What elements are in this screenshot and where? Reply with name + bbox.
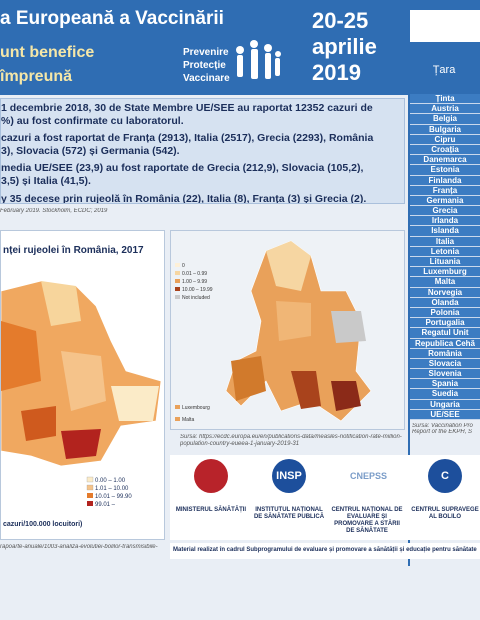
country-cell: Spania — [410, 379, 480, 390]
page: a Europeană a Vaccinării unt benefice îm… — [0, 0, 480, 566]
slogan: împreună — [0, 68, 73, 85]
motto-line: Vaccinare — [183, 73, 230, 84]
logo: MINISTERUL SĂNĂTĂȚII — [174, 459, 248, 514]
country-cell: UE/SEE — [410, 409, 480, 420]
logo: CNEPSS CENTRUL NAȚIONAL DE EVALUARE ȘI PR… — [330, 459, 404, 535]
country-cell: Irlanda — [410, 216, 480, 227]
country-cell: Croația — [410, 144, 480, 156]
country-cell: Finlanda — [410, 175, 480, 186]
country-cell: Ungaria — [410, 399, 480, 410]
romania-map: 0.00 – 1.00 1.01 – 10.00 10.01 – 99.90 9… — [1, 280, 162, 508]
legend-label: 0.01 – 0.99 — [182, 271, 207, 277]
inset-label: Malta — [182, 417, 194, 423]
motto: Prevenire Protecție Vaccinare — [183, 46, 230, 85]
country-cell: Malta — [410, 277, 480, 288]
country-cell: Islanda — [410, 226, 480, 237]
logo: C CENTRUL SUPRAVEGE AL BOLILO — [408, 459, 480, 521]
logos-row: MINISTERUL SĂNĂTĂȚII INSP INSTITUTUL NAȚIO… — [170, 455, 480, 540]
logo-label: CENTRUL SUPRAVEGE AL BOLILO — [411, 507, 479, 520]
europe-source: Sursa: https://ecdc.europa.eu/en/publica… — [180, 434, 402, 447]
date-line: 2019 — [312, 60, 361, 85]
fact-line: 3,5) și Italia (41,5). — [1, 174, 91, 187]
legend-label: 0.00 – 1.00 — [95, 478, 126, 484]
country-cell: Estonia — [410, 165, 480, 176]
europe-panel: 0 0.01 – 0.99 1.00 – 9.99 10.00 – 19.99 … — [170, 230, 405, 430]
legend-label: 99.01 – — [95, 502, 116, 508]
motto-line: Protecție — [183, 60, 226, 71]
source-line: Report of the EKPH, S — [412, 429, 473, 435]
country-cell: Cipru — [410, 134, 480, 145]
logo-mark: C — [428, 459, 462, 493]
map-unit: cazuri/100.000 locuitori) — [3, 521, 83, 528]
slogan: unt benefice — [0, 44, 95, 61]
legend-label: 10.01 – 99.90 — [95, 494, 132, 500]
country-cell: Austria — [410, 104, 480, 115]
country-cell: Letonia — [410, 246, 480, 257]
logo-label: INSTITUTUL NAȚIONAL DE SĂNĂTATE PUBLICĂ — [253, 507, 325, 520]
legend-label: 1.01 – 10.00 — [95, 486, 129, 492]
fact-line: 1 decembrie 2018, 30 de State Membre UE/… — [1, 102, 373, 114]
header-band — [0, 0, 408, 95]
legend-label: Not included — [182, 295, 210, 301]
country-cell: Republica Cehă — [410, 338, 480, 349]
legend-label: 10.00 – 19.99 — [182, 287, 213, 293]
country-cell: Norvegia — [410, 287, 480, 298]
country-cell: Suedia — [410, 389, 480, 400]
country-cell: Grecia — [410, 206, 480, 217]
country-cell: Ținta — [410, 94, 480, 105]
europe-map: 0 0.01 – 0.99 1.00 – 9.99 10.00 – 19.99 … — [175, 240, 372, 423]
logo-mark: INSP — [272, 459, 306, 493]
date-line: aprilie — [312, 34, 377, 59]
logo-label: MINISTERUL SĂNĂTĂȚII — [175, 507, 247, 513]
table-rows: Ținta Austria Belgia Bulgaria Cipru Croația Da… — [410, 94, 480, 420]
country-cell: Lituania — [410, 257, 480, 268]
logo-mark — [194, 459, 228, 493]
romania-panel: nței rujeolei în România, 2017 0.00 – 1.… — [0, 230, 165, 540]
legend-label: 1.00 – 9.99 — [182, 279, 207, 285]
country-cell: Italia — [410, 236, 480, 247]
fact-line: media UE/SEE (23,9) au fost raportate de… — [1, 162, 364, 175]
inset-label: Luxembourg — [182, 405, 210, 411]
footer: Material realizat în cadrul Subprogramul… — [170, 543, 480, 559]
fact-line: %) au fost confirmate cu laboratorul. — [1, 114, 184, 127]
map-title: nței rujeolei în România, 2017 — [3, 245, 144, 256]
fact-line: y 35 decese prin rujeolă în România (22)… — [1, 192, 367, 204]
country-cell: Portugalia — [410, 318, 480, 329]
fact-line: 3), Slovacia (572) și Germania (542). — [1, 144, 180, 157]
country-cell: România — [410, 348, 480, 359]
country-cell: Slovacia — [410, 358, 480, 370]
date-line: 20-25 — [312, 8, 369, 33]
logo-mark: CNEPSS — [350, 459, 387, 493]
country-cell: Franța — [410, 185, 480, 196]
country-cell: Danemarca — [410, 155, 480, 166]
country-cell: Olanda — [410, 297, 480, 308]
country-cell: Regatul Unit — [410, 328, 480, 339]
source-line: Sursa: Vaccination Pro — [412, 423, 473, 429]
country-cell: Bulgaria — [410, 124, 480, 135]
facts-box: 1 decembrie 2018, 30 de State Membre UE/… — [0, 98, 405, 204]
facts-source: February 2019. Stockholm, ECDC; 2019 — [0, 208, 108, 214]
motto-line: Prevenire — [183, 47, 229, 58]
logo: INSP INSTITUTUL NAȚIONAL DE SĂNĂTATE PUBL… — [252, 459, 326, 521]
dates: 20-25 aprilie 2019 — [312, 8, 377, 86]
table-header: Țara — [432, 64, 456, 76]
table-column: Țara Ținta Austria Belgia Bulgaria Cipru Croa… — [408, 0, 480, 620]
country-cell: Luxemburg — [410, 267, 480, 278]
country-cell: Slovenia — [410, 369, 480, 380]
logo-label: CENTRUL NAȚIONAL DE EVALUARE ȘI PROMOVAR… — [331, 507, 403, 534]
legend-label: 0 — [182, 263, 185, 269]
country-cell: Polonia — [410, 307, 480, 319]
country-cell: Germania — [410, 195, 480, 207]
table-box — [410, 10, 480, 42]
figures-icon — [236, 40, 281, 79]
fact-line: cazuri a fost raportat de Franța (2913),… — [1, 132, 374, 145]
country-cell: Belgia — [410, 114, 480, 125]
title: a Europeană a Vaccinării — [0, 8, 224, 29]
romania-source: rapoarte-anuale/1003-analiza-evolutiei-b… — [0, 544, 158, 550]
